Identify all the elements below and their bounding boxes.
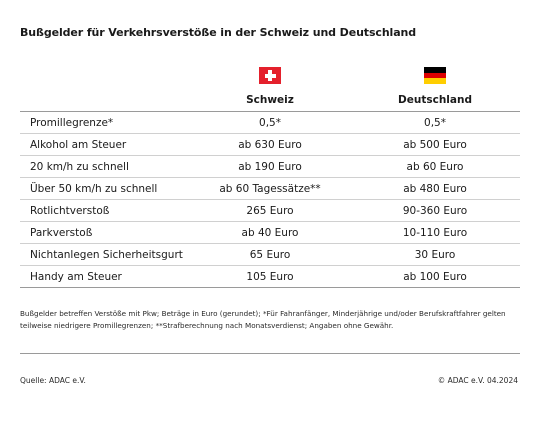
swiss-flag-icon <box>259 67 281 84</box>
table-row: 20 km/h zu schnell ab 190 Euro ab 60 Eur… <box>20 156 520 178</box>
page-title: Bußgelder für Verkehrsverstöße in der Sc… <box>20 26 417 39</box>
value-deutschland: ab 500 Euro <box>403 139 467 151</box>
value-schweiz: 105 Euro <box>246 271 294 283</box>
row-label: Parkverstoß <box>30 227 93 239</box>
row-label: Promillegrenze* <box>30 117 114 129</box>
value-schweiz: ab 190 Euro <box>238 161 302 173</box>
row-label: Über 50 km/h zu schnell <box>30 183 158 195</box>
value-deutschland: ab 100 Euro <box>403 271 467 283</box>
value-schweiz: 0,5* <box>259 117 281 129</box>
column-header-deutschland: Deutschland <box>398 94 472 106</box>
value-schweiz: ab 40 Euro <box>241 227 299 239</box>
table-row: Promillegrenze* 0,5* 0,5* <box>20 112 520 134</box>
value-schweiz: ab 60 Tagessätze** <box>219 183 321 195</box>
value-deutschland: 0,5* <box>424 117 446 129</box>
fines-table: Promillegrenze* 0,5* 0,5* Alkohol am Ste… <box>20 111 520 288</box>
row-label: Rotlichtverstoß <box>30 205 110 217</box>
value-deutschland: 30 Euro <box>414 249 456 261</box>
table-row: Handy am Steuer 105 Euro ab 100 Euro <box>20 266 520 288</box>
row-label: Nichtanlegen Sicherheitsgurt <box>30 249 183 261</box>
column-header-schweiz: Schweiz <box>246 94 294 106</box>
row-label: 20 km/h zu schnell <box>30 161 129 173</box>
german-flag-icon <box>424 67 446 84</box>
table-row: Rotlichtverstoß 265 Euro 90-360 Euro <box>20 200 520 222</box>
value-schweiz: 65 Euro <box>249 249 291 261</box>
table-row: Parkverstoß ab 40 Euro 10-110 Euro <box>20 222 520 244</box>
row-label: Alkohol am Steuer <box>30 139 127 151</box>
value-deutschland: 10-110 Euro <box>402 227 468 239</box>
divider <box>20 353 520 354</box>
value-schweiz: ab 630 Euro <box>238 139 302 151</box>
value-deutschland: ab 60 Euro <box>406 161 464 173</box>
row-label: Handy am Steuer <box>30 271 122 283</box>
value-deutschland: ab 480 Euro <box>403 183 467 195</box>
copyright-note: © ADAC e.V. 04.2024 <box>437 376 518 385</box>
value-schweiz: 265 Euro <box>246 205 294 217</box>
table-row: Alkohol am Steuer ab 630 Euro ab 500 Eur… <box>20 134 520 156</box>
value-deutschland: 90-360 Euro <box>402 205 468 217</box>
footnote: Bußgelder betreffen Verstöße mit Pkw; Be… <box>20 309 506 330</box>
source-note: Quelle: ADAC e.V. <box>20 376 86 385</box>
table-row: Über 50 km/h zu schnell ab 60 Tagessätze… <box>20 178 520 200</box>
table-row: Nichtanlegen Sicherheitsgurt 65 Euro 30 … <box>20 244 520 266</box>
